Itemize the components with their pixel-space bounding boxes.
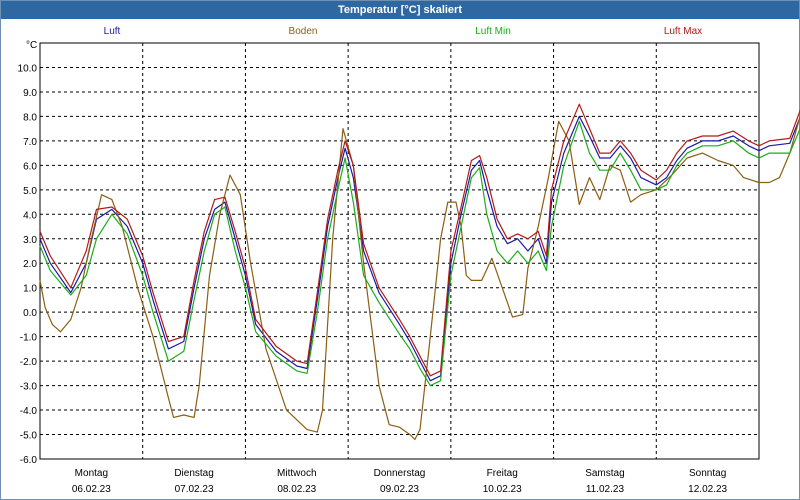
y-tick-label: -4.0 (20, 406, 38, 417)
x-tick-day: Montag (75, 468, 108, 479)
y-tick-label: 3.0 (23, 235, 37, 246)
series-line-boden (39, 114, 800, 440)
y-tick-label: 4.0 (23, 210, 37, 221)
y-tick-label: 7.0 (23, 137, 37, 148)
x-tick-date: 08.02.23 (277, 484, 316, 495)
y-tick-label: 1.0 (23, 284, 37, 295)
x-tick-day: Sonntag (689, 468, 726, 479)
y-tick-label: 8.0 (23, 112, 37, 123)
y-tick-label: 10.0 (18, 63, 38, 74)
legend-entry: Luft (104, 26, 121, 37)
x-tick-day: Donnerstag (374, 468, 426, 479)
series-line-luft-max (39, 103, 800, 377)
chart-title: Temperatur [°C] skaliert (1, 1, 799, 19)
plot-area (39, 42, 760, 460)
y-tick-label: -6.0 (20, 455, 38, 466)
x-tick-date: 10.02.23 (483, 484, 522, 495)
x-tick-day: Freitag (487, 468, 518, 479)
x-tick-date: 07.02.23 (175, 484, 214, 495)
y-axis-label: °C (26, 40, 37, 51)
y-tick-label: -2.0 (20, 357, 38, 368)
x-tick-date: 06.02.23 (72, 484, 111, 495)
x-tick-date: 11.02.23 (586, 484, 625, 495)
x-tick-date: 12.02.23 (688, 484, 727, 495)
y-tick-label: 0.0 (23, 308, 37, 319)
series-line-luft (39, 115, 800, 382)
x-tick-day: Samstag (585, 468, 624, 479)
x-tick-day: Mittwoch (277, 468, 316, 479)
y-tick-label: 2.0 (23, 259, 37, 270)
x-tick-day: Dienstag (174, 468, 213, 479)
legend-entry: Luft Max (664, 26, 702, 37)
y-tick-label: -1.0 (20, 333, 38, 344)
y-tick-label: -5.0 (20, 431, 38, 442)
y-tick-label: -3.0 (20, 382, 38, 393)
y-tick-label: 6.0 (23, 161, 37, 172)
y-tick-label: 5.0 (23, 186, 37, 197)
x-tick-date: 09.02.23 (380, 484, 419, 495)
y-tick-label: 9.0 (23, 88, 37, 99)
legend-entry: Luft Min (475, 26, 511, 37)
series-line-luft-min (39, 120, 800, 387)
legend-entry: Boden (289, 26, 318, 37)
